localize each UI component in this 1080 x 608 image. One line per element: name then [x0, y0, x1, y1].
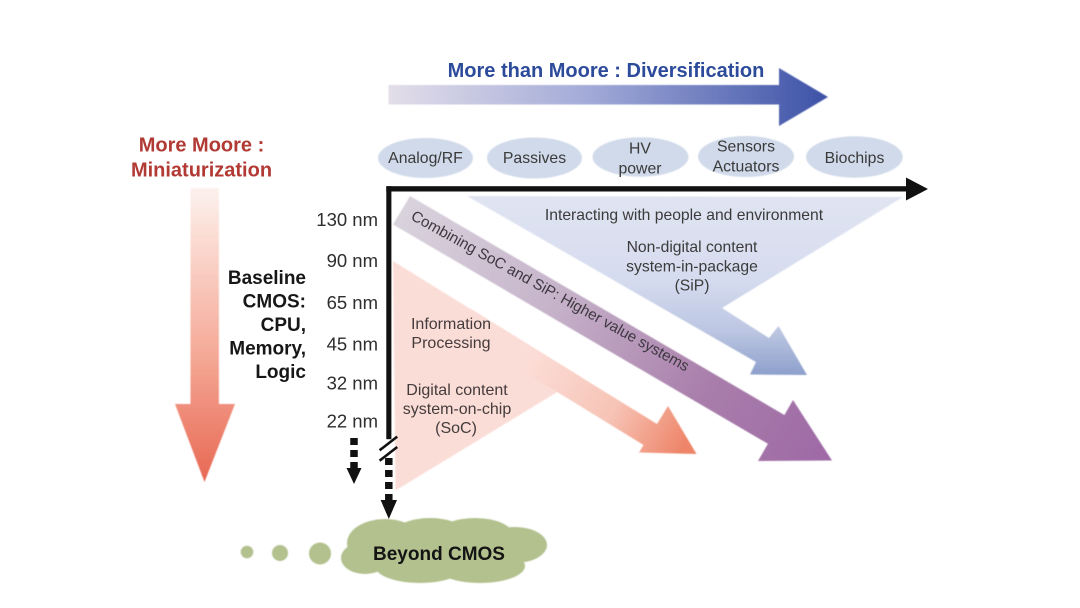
svg-text:system-in-package: system-in-package — [626, 259, 758, 276]
svg-text:Non-digital content: Non-digital content — [627, 239, 758, 256]
svg-text:130 nm: 130 nm — [316, 209, 378, 230]
svg-text:32 nm: 32 nm — [327, 373, 378, 394]
svg-text:(SoC): (SoC) — [435, 420, 477, 437]
svg-text:Actuators: Actuators — [713, 159, 780, 176]
svg-text:45 nm: 45 nm — [327, 334, 378, 355]
svg-text:Processing: Processing — [411, 335, 490, 352]
svg-text:Memory,: Memory, — [229, 339, 306, 360]
svg-text:system-on-chip: system-on-chip — [403, 401, 512, 418]
svg-text:65 nm: 65 nm — [327, 292, 378, 313]
svg-text:Digital content: Digital content — [406, 382, 508, 399]
svg-text:Logic: Logic — [255, 362, 306, 383]
svg-text:Biochips: Biochips — [825, 150, 885, 167]
svg-text:CMOS:: CMOS: — [243, 292, 306, 313]
svg-text:(SiP): (SiP) — [675, 278, 710, 295]
svg-text:More than Moore : Diversificat: More than Moore : Diversification — [448, 60, 765, 82]
svg-text:Interacting with people and en: Interacting with people and environment — [545, 207, 824, 224]
svg-text:More Moore :: More Moore : — [139, 135, 265, 157]
svg-text:HV: HV — [629, 141, 651, 158]
svg-text:Passives: Passives — [503, 150, 566, 167]
svg-text:Baseline: Baseline — [228, 268, 306, 289]
svg-text:power: power — [618, 161, 661, 178]
svg-text:Analog/RF: Analog/RF — [388, 150, 463, 167]
svg-text:Beyond CMOS: Beyond CMOS — [373, 544, 505, 565]
svg-text:Miniaturization: Miniaturization — [131, 160, 272, 182]
svg-text:Information: Information — [411, 316, 491, 333]
svg-text:22 nm: 22 nm — [327, 411, 378, 432]
svg-text:Sensors: Sensors — [717, 139, 775, 156]
svg-text:CPU,: CPU, — [261, 315, 306, 336]
svg-text:90 nm: 90 nm — [327, 250, 378, 271]
